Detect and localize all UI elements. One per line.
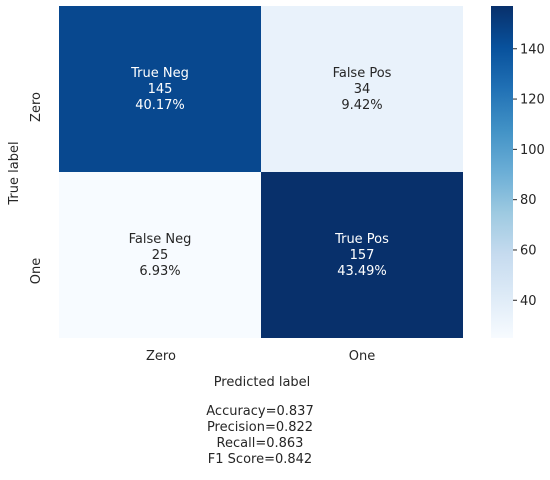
x-axis-label: Predicted label (214, 375, 311, 390)
x-tick-label-zero: Zero (146, 349, 176, 364)
y-tick-label-one: One (29, 258, 44, 284)
cell-count-false-pos: 34 (354, 82, 371, 97)
cell-percent-true-neg: 40.17% (135, 98, 185, 113)
cell-count-false-neg: 25 (152, 248, 169, 263)
metrics-summary: Accuracy=0.837 Precision=0.822 Recall=0.… (180, 404, 340, 468)
x-tick-label-one: One (349, 349, 375, 364)
cell-percent-false-neg: 6.93% (139, 264, 180, 279)
cell-false-neg (59, 172, 261, 338)
cell-percent-false-pos: 9.42% (341, 98, 382, 113)
colorbar-tick-label-60: 60 (520, 243, 537, 258)
cell-label-true-pos: True Pos (334, 232, 389, 247)
recall-text: Recall=0.863 (216, 436, 304, 451)
precision-text: Precision=0.822 (206, 420, 314, 435)
y-axis-label: True label (7, 141, 22, 205)
cell-percent-true-pos: 43.49% (337, 264, 387, 279)
cell-true-neg (59, 6, 261, 172)
cell-count-true-pos: 157 (350, 248, 375, 263)
cell-count-true-neg: 145 (148, 82, 173, 97)
cell-label-false-pos: False Pos (333, 66, 392, 81)
cell-false-pos (261, 6, 463, 172)
colorbar-tick-label-100: 100 (520, 143, 545, 158)
cell-label-false-neg: False Neg (129, 232, 192, 247)
colorbar (491, 6, 513, 338)
colorbar-tick-label-120: 120 (520, 93, 545, 108)
colorbar-tick-label-40: 40 (520, 294, 537, 309)
colorbar-tick-label-80: 80 (520, 193, 537, 208)
f1-score-text: F1 Score=0.842 (207, 452, 313, 467)
accuracy-text: Accuracy=0.837 (206, 404, 314, 419)
cell-label-true-neg: True Neg (130, 66, 189, 81)
y-tick-label-zero: Zero (29, 92, 44, 122)
colorbar-tick-label-140: 140 (520, 42, 545, 57)
cell-true-pos (261, 172, 463, 338)
colorbar-ticks: 40 60 80 100 120 140 (513, 42, 545, 309)
